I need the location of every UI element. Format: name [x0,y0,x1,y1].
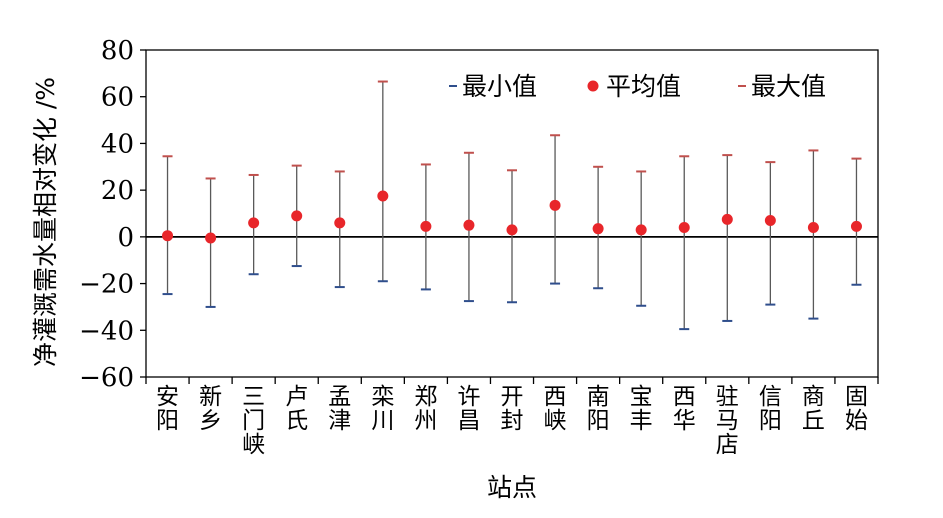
x-tick-label: 西华 [673,384,696,434]
x-tick-label-char: 许 [457,384,480,410]
x-tick-label: 宝丰 [630,384,653,434]
legend: 最小值 平均值 最大值 [449,72,826,101]
mean-point [463,219,475,231]
x-tick-label-char: 丘 [802,408,825,434]
x-tick-label-char: 驻 [716,384,739,410]
x-tick-label-char: 西 [544,384,567,410]
mean-point [850,220,862,232]
x-tick-label-char: 三 [242,384,265,410]
x-tick-label-char: 门 [242,408,265,434]
x-tick-label-char: 川 [371,408,394,434]
x-tick-label-char: 孟 [328,384,351,410]
x-tick-label: 许昌 [457,384,480,434]
x-tick-label-char: 信 [759,384,782,410]
x-tick-label-char: 津 [328,408,351,434]
mean-point [205,232,217,244]
y-tick-label: 80 [101,36,134,66]
mean-point [549,199,561,211]
x-tick-label-char: 州 [414,408,437,434]
y-axis-title: 净灌溉需水量相对变化 /% [31,77,60,367]
x-tick-label-char: 郑 [414,384,437,410]
x-tick-label-char: 封 [501,408,524,434]
x-tick-label-char: 新 [199,384,222,410]
mean-point [334,217,346,229]
mean-point [248,217,260,229]
x-tick-label: 新乡 [199,384,222,434]
mean-point [506,224,518,236]
legend-min-label: 最小值 [462,72,537,101]
x-tick-label-char: 始 [845,408,868,434]
x-tick-label-char: 马 [716,408,739,434]
y-axis: 80 60 40 20 0 −20 −40 −60 [79,36,146,393]
x-tick-label-char: 乡 [199,408,222,434]
x-tick-label-char: 商 [802,384,825,410]
x-tick-label: 开封 [501,384,524,434]
x-axis-title: 站点 [487,473,537,502]
y-tick-label: 40 [101,129,134,159]
x-tick-label: 南阳 [587,384,610,434]
x-tick-label-char: 峡 [544,408,567,434]
x-tick-label: 驻马店 [716,384,739,458]
x-tick-label-char: 卢 [285,384,308,410]
mean-point [635,224,647,236]
x-tick-label-char: 华 [673,408,696,434]
legend-max-label: 最大值 [751,72,826,101]
y-tick-label: −60 [79,363,134,393]
mean-point [592,223,604,235]
plot-frame [145,49,879,378]
x-tick-label-char: 西 [673,384,696,410]
y-tick-label: 20 [101,176,134,206]
x-tick-label-char: 安 [156,384,179,410]
x-tick-label-char: 宝 [630,384,653,410]
x-tick-label: 西峡 [544,384,567,434]
x-tick-label: 商丘 [802,384,825,434]
mean-point [678,222,690,234]
x-tick-label-char: 峡 [242,432,265,458]
mean-point [377,190,389,202]
mean-point [291,210,303,222]
x-tick-label-char: 固 [845,384,868,410]
y-tick-label: −40 [79,316,134,346]
x-tick-label-char: 丰 [630,408,653,434]
x-tick-label: 孟津 [328,384,351,434]
x-tick-label-char: 店 [716,432,739,458]
legend-mean-marker [587,80,599,92]
x-tick-label-char: 阳 [587,408,610,434]
x-tick-label: 固始 [845,384,868,434]
x-tick-label-char: 昌 [457,408,480,434]
x-tick-label-char: 阳 [156,408,179,434]
mean-point [162,230,174,242]
x-tick-label-char: 南 [587,384,610,410]
x-tick-label: 三门峡 [242,384,265,458]
y-tick-label: −20 [79,270,134,300]
x-tick-label: 栾川 [371,384,394,434]
mean-point [764,215,776,227]
x-tick-label: 信阳 [759,384,782,434]
mean-point [721,213,733,225]
mean-point [807,222,819,234]
x-tick-label: 郑州 [414,384,437,434]
x-tick-label-char: 氏 [285,408,308,434]
mean-point [420,220,432,232]
x-tick-label-char: 阳 [759,408,782,434]
x-tick-label: 卢氏 [285,384,308,434]
x-tick-label-char: 栾 [371,384,394,410]
y-tick-label: 60 [101,83,134,113]
x-tick-label: 安阳 [156,384,179,434]
x-tick-label-char: 开 [501,384,524,410]
data-marks [162,80,862,331]
y-tick-label: 0 [117,223,134,253]
legend-mean-label: 平均值 [606,72,681,101]
